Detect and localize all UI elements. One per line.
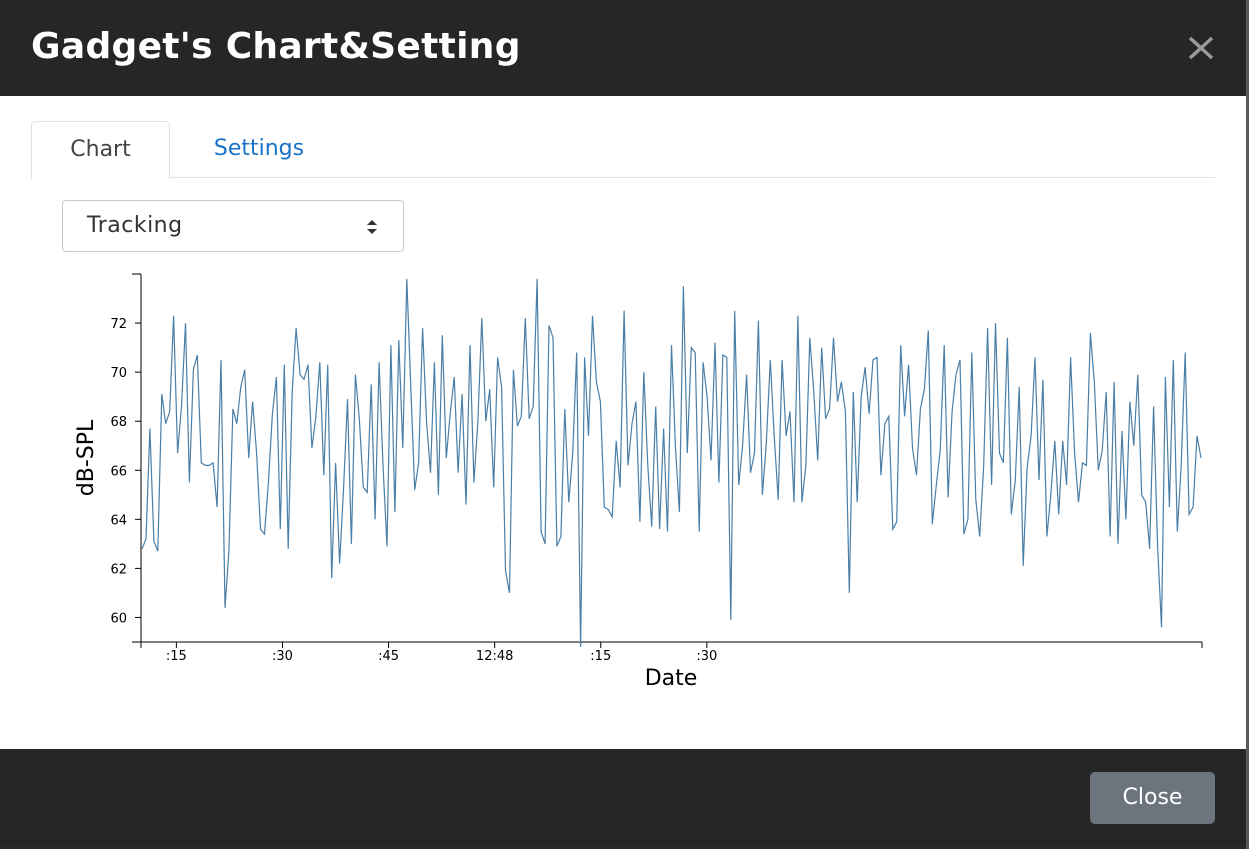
x-axis-label: Date [645, 666, 698, 691]
x-tick-label: :15 [590, 649, 611, 664]
sort-arrows-icon [366, 217, 378, 237]
x-tick-label: 12:48 [476, 649, 513, 664]
mode-select-value: Tracking [87, 213, 183, 238]
window-edge [1246, 0, 1249, 849]
y-tick-label: 72 [110, 317, 127, 332]
x-ticks: :15 :30 :45 12:48 :15 :30 [140, 642, 1203, 664]
series-line [141, 278, 1202, 647]
line-chart: 60 62 64 66 68 70 72 :15 :30 :45 12:48 :15 :30 dB-S… [74, 273, 1203, 691]
y-tick-label: 70 [110, 366, 127, 381]
y-ticks: 60 62 64 66 68 70 72 [110, 273, 141, 643]
close-icon[interactable] [1186, 34, 1216, 62]
y-tick-label: 60 [110, 611, 127, 626]
modal-header: Gadget's Chart&Setting [0, 0, 1246, 96]
y-tick-label: 66 [110, 464, 127, 479]
y-tick-label: 68 [110, 415, 127, 430]
y-axis-label: dB-SPL [74, 419, 99, 496]
x-tick-label: :15 [166, 649, 187, 664]
x-tick-label: :45 [378, 649, 399, 664]
modal-footer: Close [0, 749, 1246, 846]
y-tick-label: 62 [110, 562, 127, 577]
tab-bar: Chart Settings [31, 121, 1215, 179]
tab-settings[interactable]: Settings [213, 136, 305, 161]
modal-body: Chart Settings Tracking [0, 96, 1246, 749]
modal-title: Gadget's Chart&Setting [31, 26, 521, 67]
close-button[interactable]: Close [1090, 772, 1215, 824]
x-tick-label: :30 [272, 649, 293, 664]
x-tick-label: :30 [696, 649, 717, 664]
mode-select[interactable]: Tracking [62, 200, 404, 252]
tab-chart[interactable]: Chart [31, 121, 170, 179]
y-tick-label: 64 [110, 513, 127, 528]
